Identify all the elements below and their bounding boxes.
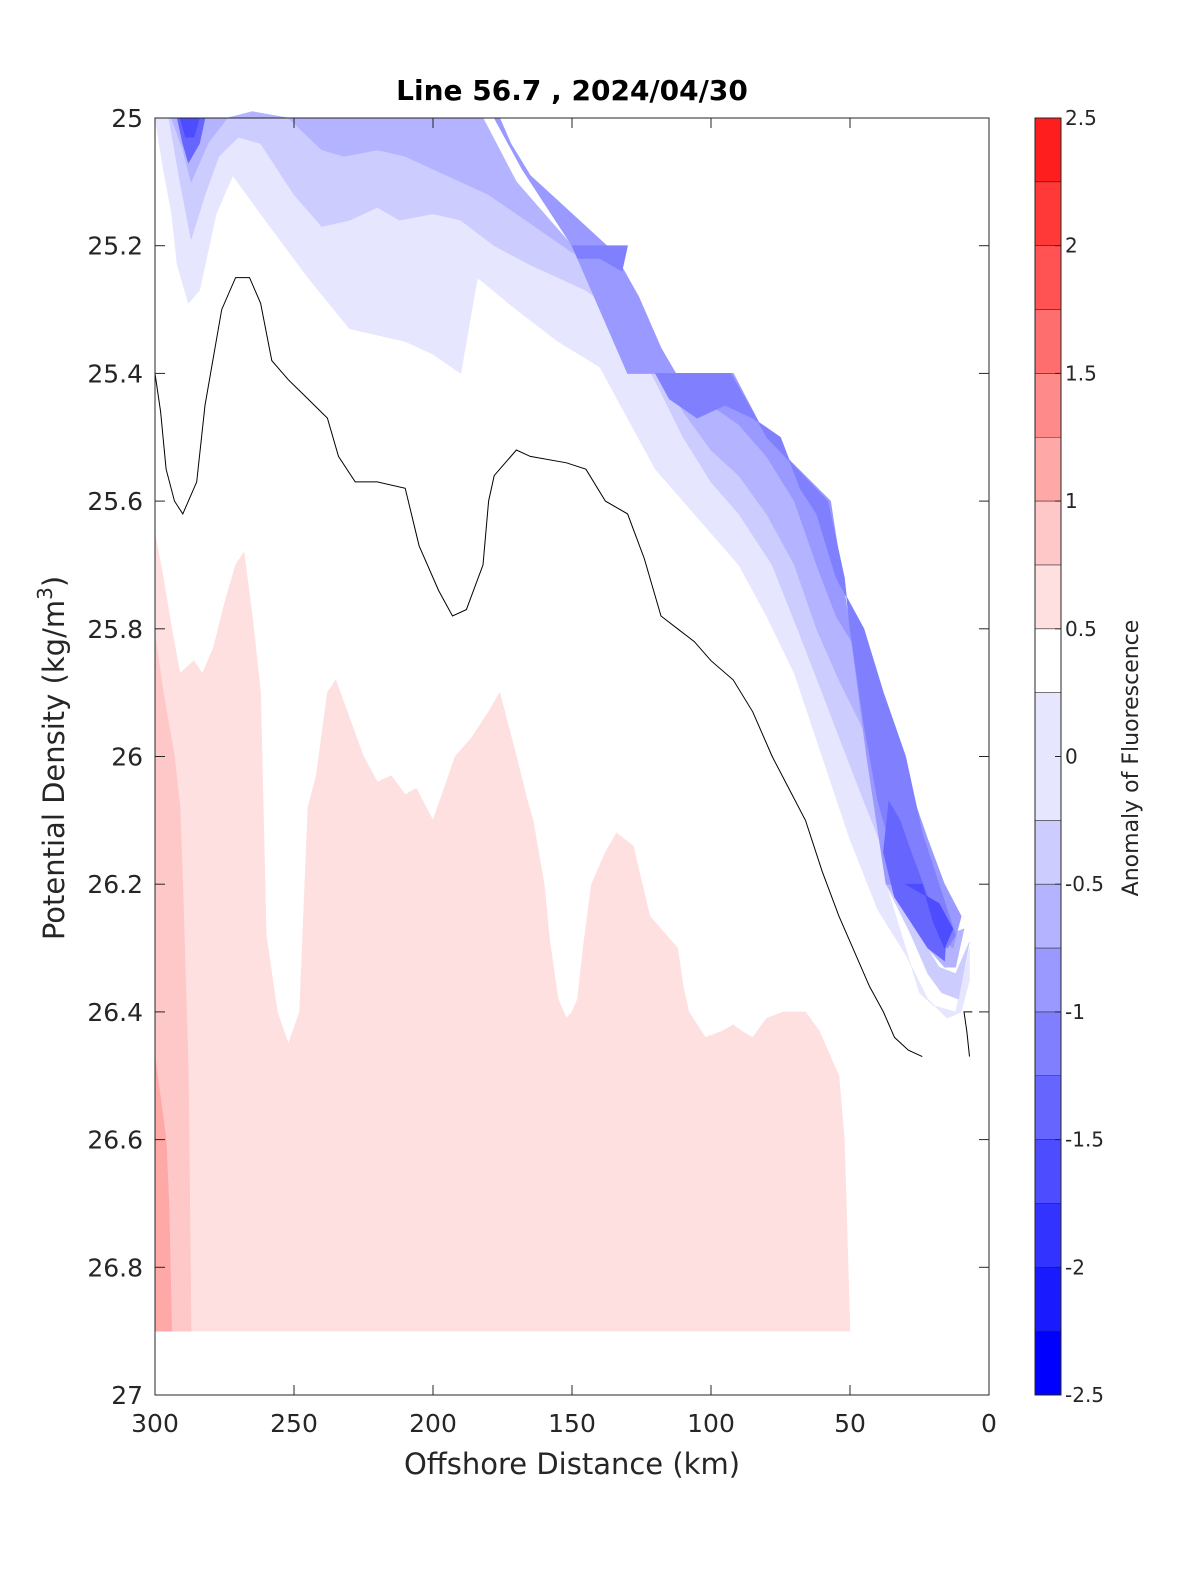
colorbar-frame	[1034, 117, 1062, 1396]
colorbar-swatch	[1034, 820, 1062, 885]
y-tick-label: 26.4	[87, 998, 143, 1027]
colorbar-tick-label: -1.5	[1065, 1128, 1104, 1152]
colorbar-tick-label: 1	[1065, 489, 1078, 513]
zero-contour-line-1	[963, 1011, 973, 1057]
colorbar-swatch	[1034, 564, 1062, 630]
colorbar-tick-label: 0.5	[1065, 617, 1097, 641]
colorbar-swatch	[1034, 1330, 1062, 1396]
colorbar-swatch	[1034, 1267, 1062, 1332]
colorbar-swatch	[1034, 1011, 1062, 1077]
colorbar-tick-label: 2.5	[1065, 106, 1097, 130]
colorbar-swatch	[1034, 500, 1062, 566]
x-tick-label: 300	[131, 1409, 179, 1438]
y-tick-label: 27	[111, 1381, 143, 1410]
x-tick-label: 100	[687, 1409, 735, 1438]
colorbar-swatch	[1034, 1139, 1062, 1204]
y-tick-label: 25	[111, 104, 143, 133]
colorbar-swatch	[1034, 947, 1062, 1013]
contour-fills	[154, 111, 970, 1332]
colorbar-tick-label: -2.5	[1065, 1383, 1104, 1407]
y-tick-label: 25.6	[87, 487, 143, 516]
contour-region-5	[571, 245, 628, 272]
colorbar-tick-label: 2	[1065, 234, 1078, 258]
contour-region-10	[154, 532, 851, 1332]
colorbar-swatch	[1034, 1203, 1062, 1268]
colorbar-swatch	[1034, 437, 1062, 502]
x-tick-label: 50	[834, 1409, 866, 1438]
colorbar-swatch	[1034, 181, 1062, 246]
colorbar-swatch	[1034, 117, 1062, 183]
y-axis-label-close: )	[37, 576, 71, 587]
y-axis-ticks: 25 25.2 25.4 25.6 25.8 26 26.2 26.4 26.6 26.8 27	[87, 104, 989, 1410]
colorbar-tick-label: 0	[1065, 745, 1078, 769]
colorbar-tick-label: 1.5	[1065, 361, 1097, 385]
y-tick-label: 26.8	[87, 1253, 143, 1282]
colorbar-swatch	[1034, 883, 1062, 949]
x-tick-label: 200	[409, 1409, 457, 1438]
colorbar-tick-label: -0.5	[1065, 872, 1104, 896]
y-axis-label-text: Potential Density (kg/m	[37, 600, 71, 940]
colorbar-ticks: 2.5 2 1.5 1 0.5 0 -0.5 -1 -1.5 -2 -2.5	[1055, 106, 1104, 1407]
plot-area: 300 250 200 150 100 50 0 2525.225.425.625.8262…	[87, 104, 997, 1438]
colorbar-swatch	[1034, 245, 1062, 310]
y-tick-label: 26.6	[87, 1126, 143, 1155]
zero-contour-lines	[154, 277, 973, 1058]
y-axis-label-superscript: 3	[33, 587, 57, 600]
y-tick-label: 26	[111, 743, 143, 772]
colorbar-swatch	[1034, 1075, 1062, 1140]
x-axis-label: Offshore Distance (km)	[404, 1447, 740, 1481]
colorbar: 2.5 2 1.5 1 0.5 0 -0.5 -1 -1.5 -2 -2.5	[1034, 106, 1104, 1407]
contour-region-7	[904, 883, 954, 949]
y-axis-label: Potential Density (kg/m3)	[33, 576, 71, 940]
chart-title: Line 56.7 , 2024/04/30	[396, 74, 748, 107]
colorbar-tick-label: -2	[1065, 1255, 1085, 1279]
contour-region-4	[654, 373, 956, 949]
x-tick-label: 250	[270, 1409, 318, 1438]
x-axis-ticks: 300 250 200 150 100 50 0	[131, 118, 997, 1438]
y-tick-label: 25.2	[87, 232, 143, 261]
y-tick-label: 26.2	[87, 870, 143, 899]
y-tick-label: 25.4	[87, 359, 143, 388]
colorbar-swatch	[1034, 373, 1062, 438]
x-tick-label: 150	[548, 1409, 596, 1438]
y-tick-label: 25.8	[87, 615, 143, 644]
colorbar-swatches	[1034, 117, 1062, 1396]
x-tick-label: 0	[981, 1409, 997, 1438]
colorbar-tick-label: -1	[1065, 1000, 1085, 1024]
colorbar-label: Anomaly of Fluorescence	[1119, 620, 1144, 897]
zero-contour-line-0	[154, 277, 923, 1058]
colorbar-swatch	[1034, 309, 1062, 374]
colorbar-swatch	[1034, 628, 1062, 693]
